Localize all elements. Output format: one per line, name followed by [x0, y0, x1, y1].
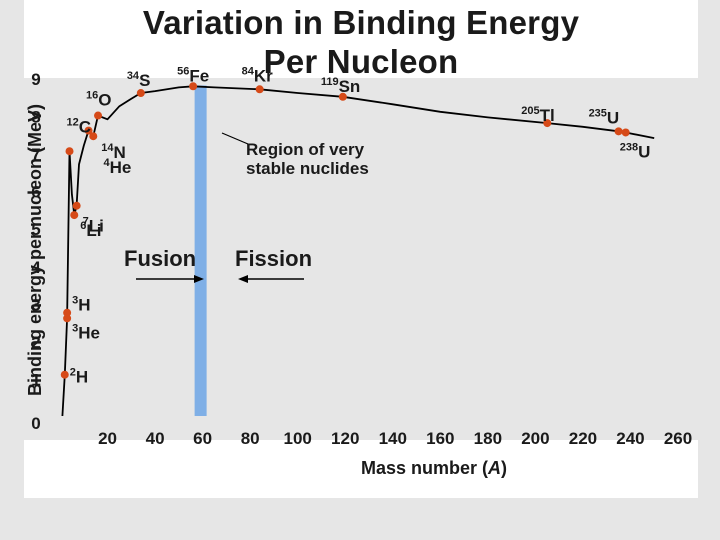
x-tick-label: 160 — [426, 429, 454, 448]
x-tick-label: 80 — [241, 429, 260, 448]
region-leader-line — [221, 132, 249, 145]
annotations: Fusion Fission Region of very stable nuc… — [124, 132, 369, 283]
nuclide-point — [621, 128, 630, 137]
nuclide-label: 3H — [72, 295, 90, 315]
x-tick-label: 120 — [331, 429, 359, 448]
y-tick-label: 3 — [31, 295, 40, 314]
nuclide-point — [70, 211, 79, 220]
fission-label: Fission — [235, 246, 312, 271]
nuclide-point — [255, 85, 264, 94]
x-tick-label: 240 — [616, 429, 644, 448]
nuclide-label: 238U — [620, 141, 651, 161]
nuclide-point — [543, 119, 552, 128]
nuclide-point — [63, 314, 72, 323]
nuclide-label: 119Sn — [321, 76, 360, 96]
y-tick-label: 7 — [31, 145, 40, 164]
nuclide-label: 56Fe — [177, 65, 209, 85]
nuclide-label: 84Kr — [242, 65, 274, 85]
chart-title-line-2: Per Nucleon — [263, 43, 459, 80]
y-tick-label: 6 — [31, 183, 40, 202]
y-tick-label: 9 — [31, 70, 40, 89]
x-tick-label: 200 — [521, 429, 549, 448]
x-tick-label: 100 — [284, 429, 312, 448]
plot-area — [24, 78, 698, 440]
binding-energy-chart: Binding energy per nucleon (MeV) Mass nu… — [24, 65, 698, 478]
nuclide-point — [189, 82, 198, 91]
nuclide-label: 6Li — [80, 220, 101, 240]
nuclide-point — [63, 308, 72, 317]
nuclide-label: 14N — [101, 142, 126, 162]
y-tick-label: 0 — [31, 414, 40, 433]
y-tick-label: 5 — [31, 220, 40, 239]
region-label-line-2: stable nuclides — [246, 159, 369, 178]
y-tick-label: 2 — [31, 333, 40, 352]
x-tick-label: 60 — [193, 429, 212, 448]
nuclide-label: 34S — [127, 70, 151, 90]
nuclide-label: 12C — [67, 117, 92, 137]
nuclide-points — [60, 82, 630, 379]
nuclide-point — [94, 111, 103, 120]
nuclide-label: 16O — [86, 90, 111, 110]
nuclide-point — [338, 92, 347, 101]
nuclide-label: 205Tl — [521, 105, 554, 125]
fission-arrowhead — [238, 275, 248, 283]
nuclide-point — [136, 89, 145, 98]
nuclide-point — [72, 201, 81, 210]
nuclide-point — [60, 370, 69, 379]
x-tick-label: 140 — [379, 429, 407, 448]
x-axis-label: Mass number (A) — [361, 458, 507, 478]
stable-region-band — [194, 85, 207, 416]
y-tick-label: 8 — [31, 108, 40, 127]
nuclide-label: 3He — [72, 322, 100, 342]
x-tick-label: 260 — [664, 429, 692, 448]
nuclide-point — [65, 147, 74, 156]
x-tick-label: 180 — [474, 429, 502, 448]
x-tick-label: 220 — [569, 429, 597, 448]
fusion-arrowhead — [194, 275, 204, 283]
y-axis-label: Binding energy per nucleon (MeV) — [25, 104, 45, 396]
nuclide-point — [614, 127, 623, 136]
nuclide-label: 7Li — [83, 216, 104, 236]
y-tick-label: 1 — [31, 370, 40, 389]
x-tick-label: 20 — [98, 429, 117, 448]
nuclide-label: 235U — [589, 107, 620, 127]
y-tick-label: 4 — [31, 258, 41, 277]
nuclide-label: 2H — [70, 367, 88, 387]
axes: Binding energy per nucleon (MeV) Mass nu… — [25, 70, 692, 478]
nuclide-label: 4He — [104, 157, 132, 177]
region-label-line-1: Region of very — [246, 140, 365, 159]
nuclide-point — [89, 132, 98, 141]
nuclide-point — [84, 126, 93, 135]
slide: Variation in Binding Energy Per Nucleon … — [24, 0, 698, 498]
fusion-label: Fusion — [124, 246, 196, 271]
chart-title-line-1: Variation in Binding Energy — [142, 4, 580, 41]
x-tick-label: 40 — [146, 429, 165, 448]
